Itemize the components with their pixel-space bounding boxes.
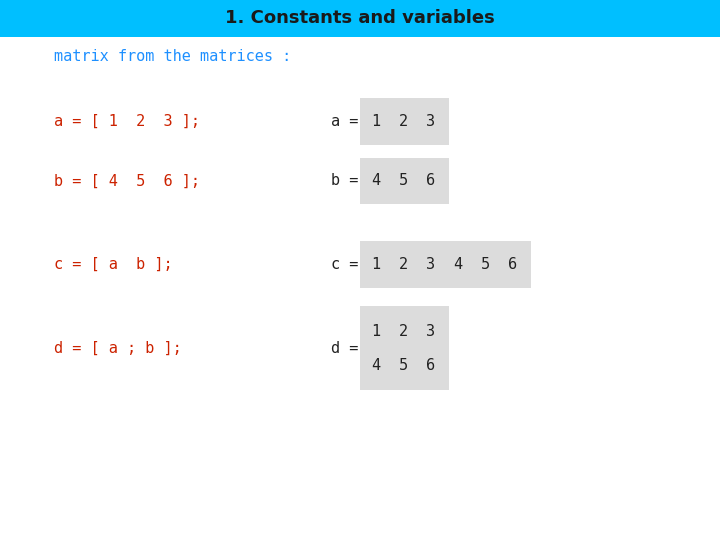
Text: 3: 3 (426, 257, 435, 272)
Text: a = [ 1  2  3 ];: a = [ 1 2 3 ]; (54, 114, 200, 129)
Text: 2: 2 (399, 114, 408, 129)
Text: b =: b = (331, 173, 359, 188)
Text: 2: 2 (399, 324, 408, 339)
Text: 3: 3 (426, 114, 435, 129)
Text: d = [ a ; b ];: d = [ a ; b ]; (54, 341, 181, 356)
Text: 1: 1 (372, 324, 380, 339)
Text: 6: 6 (508, 257, 517, 272)
Text: 2: 2 (399, 257, 408, 272)
Text: 6: 6 (426, 358, 435, 373)
Text: 3: 3 (426, 324, 435, 339)
Text: 4: 4 (372, 173, 380, 188)
Text: a =: a = (331, 114, 359, 129)
Text: c = [ a  b ];: c = [ a b ]; (54, 257, 173, 272)
Text: 5: 5 (399, 358, 408, 373)
Bar (0, 0, 720, 37)
Text: 4: 4 (454, 257, 462, 272)
Bar (360, 98, 449, 145)
Text: 1. Constants and variables: 1. Constants and variables (225, 9, 495, 28)
Text: 5: 5 (399, 173, 408, 188)
Text: 1: 1 (372, 114, 380, 129)
Bar (360, 158, 449, 204)
Bar (360, 241, 531, 288)
Text: 1: 1 (372, 257, 380, 272)
Text: c =: c = (331, 257, 359, 272)
Text: b = [ 4  5  6 ];: b = [ 4 5 6 ]; (54, 173, 200, 188)
Text: d =: d = (331, 341, 359, 356)
Text: 4: 4 (372, 358, 380, 373)
Text: 5: 5 (481, 257, 490, 272)
Text: 6: 6 (426, 173, 435, 188)
Text: matrix from the matrices :: matrix from the matrices : (54, 49, 292, 64)
Bar (360, 306, 449, 390)
